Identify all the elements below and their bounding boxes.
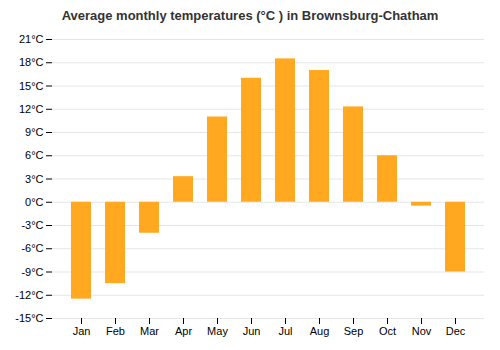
svg-text:Oct: Oct (379, 325, 396, 337)
svg-text:Nov: Nov (412, 325, 432, 337)
svg-text:-6°C: -6°C (21, 242, 43, 254)
svg-text:Apr: Apr (175, 325, 192, 337)
svg-text:Dec: Dec (446, 325, 466, 337)
svg-text:9°C: 9°C (25, 126, 44, 138)
svg-text:0°C: 0°C (25, 196, 44, 208)
svg-text:-15°C: -15°C (15, 312, 43, 324)
svg-text:21°C: 21°C (19, 33, 44, 45)
svg-text:Sep: Sep (344, 325, 364, 337)
svg-text:18°C: 18°C (19, 56, 44, 68)
svg-text:May: May (207, 325, 228, 337)
svg-text:Mar: Mar (140, 325, 159, 337)
svg-text:-9°C: -9°C (21, 266, 43, 278)
svg-text:Aug: Aug (310, 325, 330, 337)
svg-text:3°C: 3°C (25, 173, 44, 185)
svg-text:6°C: 6°C (25, 149, 44, 161)
svg-text:15°C: 15°C (19, 80, 44, 92)
svg-text:-12°C: -12°C (15, 289, 43, 301)
svg-text:Jul: Jul (278, 325, 292, 337)
svg-text:Jan: Jan (73, 325, 91, 337)
svg-text:12°C: 12°C (19, 103, 44, 115)
svg-text:-3°C: -3°C (21, 219, 43, 231)
html-text:Average monthly temperatures (: Average monthly temperatures (°C ) in Br… (61, 8, 439, 23)
svg-text:Feb: Feb (106, 325, 125, 337)
svg-text:Jun: Jun (243, 325, 261, 337)
